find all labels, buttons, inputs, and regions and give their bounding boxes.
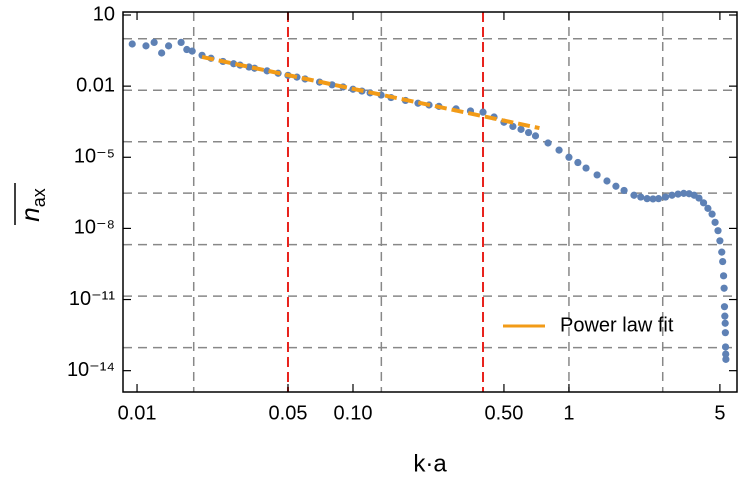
data-point <box>708 210 716 218</box>
data-point <box>620 186 628 195</box>
x-tick-label: 5 <box>714 402 725 424</box>
data-point <box>721 329 729 337</box>
data-point <box>128 40 136 48</box>
y-axis-label: nax <box>14 183 49 225</box>
data-point <box>711 218 719 226</box>
data-point <box>720 303 729 311</box>
data-point <box>524 128 533 137</box>
data-point <box>544 139 552 147</box>
data-point <box>718 248 726 256</box>
y-label-main: nax <box>15 188 49 221</box>
data-point <box>649 195 657 203</box>
data-point <box>722 350 730 358</box>
data-point <box>722 355 730 363</box>
fit-line <box>201 55 540 131</box>
data-point <box>555 146 563 154</box>
data-point <box>661 193 670 201</box>
data-point <box>704 204 712 212</box>
data-point <box>150 38 158 46</box>
x-tick-label: 0.01 <box>118 402 157 424</box>
y-tick-label: 0.01 <box>76 74 115 96</box>
data-point <box>719 272 728 280</box>
data-point <box>188 47 196 55</box>
data-point <box>142 42 150 50</box>
y-tick-label: 10⁻¹¹ <box>69 288 115 310</box>
data-point <box>158 49 166 57</box>
y-tick-label: 10⁻⁸ <box>74 217 115 239</box>
y-label-sub: ax <box>29 188 49 207</box>
data-point <box>164 42 173 50</box>
data-point <box>654 195 663 203</box>
data-point <box>721 312 729 320</box>
data-point <box>716 237 724 245</box>
data-point <box>479 108 487 116</box>
data-point <box>680 189 688 197</box>
data-point <box>699 199 708 207</box>
data-point <box>637 193 645 201</box>
data-point <box>695 194 703 202</box>
plot-frame <box>122 11 738 393</box>
data-point <box>517 125 525 133</box>
data-point <box>668 191 676 199</box>
x-tick-label: 1 <box>563 402 574 424</box>
x-tick-label: 0.50 <box>484 402 523 424</box>
data-point <box>714 227 722 235</box>
data-point <box>643 195 651 203</box>
data-point <box>603 177 611 185</box>
data-point <box>582 164 590 172</box>
data-point <box>630 191 638 199</box>
data-point <box>574 158 582 167</box>
y-tick-label: 10⁻¹⁴ <box>67 359 115 381</box>
y-label-n: n <box>15 207 45 221</box>
y-tick-label: 10⁻⁵ <box>74 146 115 168</box>
data-point <box>177 38 185 46</box>
legend-label: Power law fit <box>560 314 674 336</box>
data-point <box>531 132 540 140</box>
data-point <box>674 190 682 198</box>
data-point <box>719 257 727 266</box>
data-point <box>721 343 730 351</box>
data-point <box>593 171 601 179</box>
data-point <box>565 153 573 161</box>
data-point <box>509 122 517 131</box>
x-axis-label: k·a <box>413 450 447 477</box>
data-point <box>720 284 728 292</box>
x-tick-label: 0.05 <box>269 402 308 424</box>
data-point <box>721 319 729 327</box>
x-tick-label: 0.10 <box>334 402 373 424</box>
data-point <box>612 182 620 190</box>
y-tick-label: 10 <box>93 3 115 25</box>
